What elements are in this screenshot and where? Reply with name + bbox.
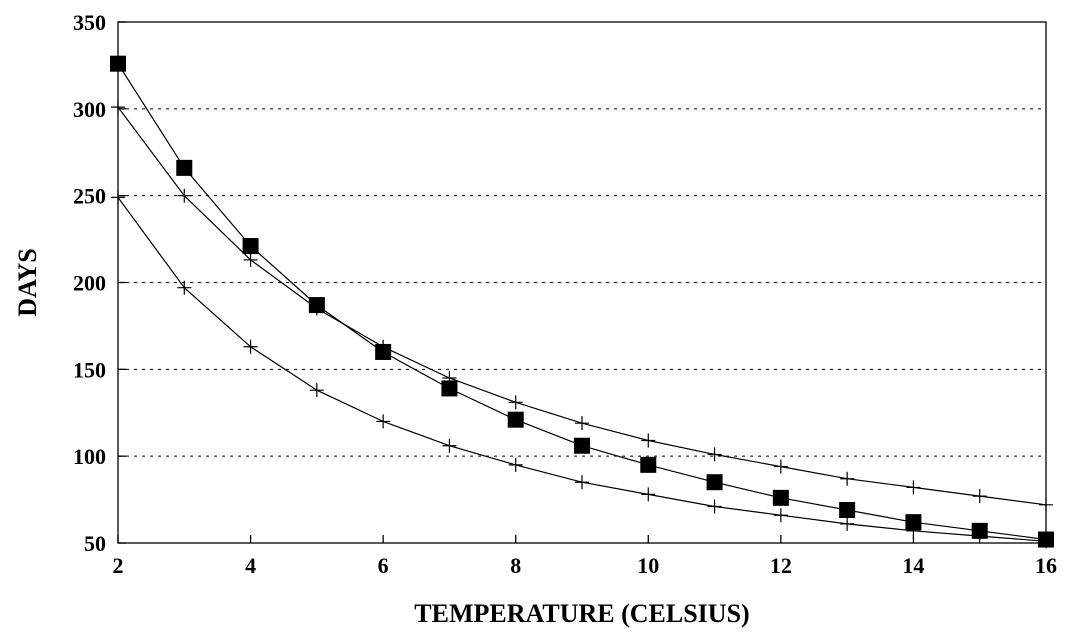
data-point	[574, 437, 590, 454]
data-point	[376, 414, 391, 429]
data-point	[376, 339, 391, 354]
y-tick-label: 350	[73, 10, 106, 35]
x-tick-label: 2	[113, 553, 124, 578]
y-tick-label: 50	[84, 531, 106, 556]
series-2	[111, 100, 1053, 512]
data-point	[442, 438, 457, 453]
data-point	[972, 489, 987, 504]
series-1	[110, 55, 1054, 548]
data-point	[641, 433, 656, 448]
gridlines	[118, 108, 1046, 457]
data-point	[773, 508, 788, 523]
series-3	[111, 190, 1053, 549]
data-point	[707, 499, 722, 514]
data-point	[508, 395, 523, 410]
data-point	[1039, 497, 1053, 512]
series-group	[110, 55, 1054, 549]
x-tick-label: 6	[378, 553, 389, 578]
data-point	[906, 480, 921, 495]
data-point	[840, 516, 855, 531]
x-tick-label: 4	[245, 553, 256, 578]
data-point	[972, 529, 987, 544]
y-tick-label: 200	[73, 271, 106, 296]
x-tick-label: 14	[902, 553, 924, 578]
series-line	[117, 63, 1047, 541]
data-point	[906, 523, 921, 538]
data-point	[507, 411, 524, 428]
data-point	[1039, 534, 1053, 549]
data-point	[640, 456, 657, 473]
y-tick-label: 100	[73, 444, 106, 469]
data-point	[772, 489, 789, 506]
data-point	[243, 339, 258, 354]
y-tick-label: 150	[73, 357, 106, 382]
y-axis-title: DAYS	[13, 248, 42, 316]
data-point	[309, 301, 324, 316]
data-point	[111, 100, 125, 115]
x-tick-label: 16	[1035, 553, 1057, 578]
x-tick-label: 8	[510, 553, 521, 578]
data-point	[177, 188, 192, 203]
y-axis: 50 100 150 200 250 300 350	[73, 10, 126, 556]
y-tick-label: 250	[73, 184, 106, 209]
data-point	[905, 514, 922, 531]
data-point	[110, 55, 126, 72]
data-point	[707, 447, 722, 462]
data-point	[309, 383, 324, 398]
data-point	[773, 459, 788, 474]
x-axis-title: TEMPERATURE (CELSIUS)	[414, 599, 749, 628]
data-point	[177, 280, 192, 295]
data-point	[575, 416, 589, 431]
data-point	[706, 474, 723, 491]
data-point	[176, 159, 193, 176]
x-tick-label: 10	[637, 553, 659, 578]
data-point	[242, 238, 259, 255]
y-tick-label: 300	[73, 97, 106, 122]
data-point	[575, 475, 589, 490]
data-point	[839, 502, 856, 519]
x-tick-label: 12	[770, 553, 792, 578]
data-point	[111, 190, 125, 205]
data-point	[840, 471, 855, 486]
data-point	[243, 252, 258, 267]
data-point	[641, 487, 656, 502]
data-point	[441, 380, 458, 397]
data-point	[508, 457, 523, 472]
data-point	[442, 371, 457, 386]
x-axis: 2 4 6 8 10 12 14 16	[113, 535, 1057, 578]
